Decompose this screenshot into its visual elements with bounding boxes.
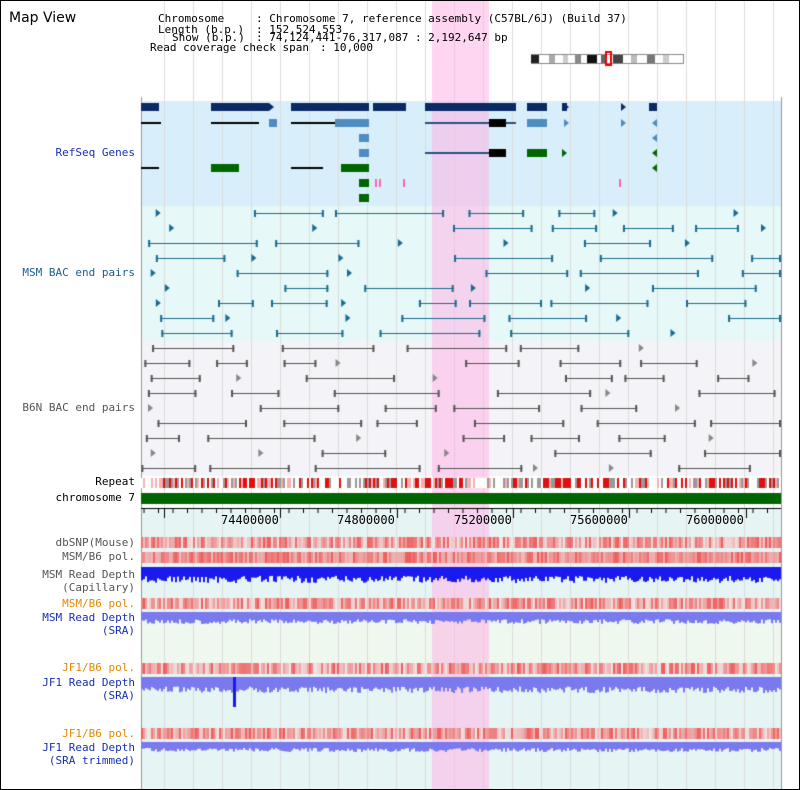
track-label-msm-b6-pol[interactable]: MSM/B6 pol. — [62, 550, 135, 563]
track-label-dbsnp[interactable]: dbSNP(Mouse) — [55, 536, 135, 549]
track-label-jf1-depth-trim-sub: (SRA trimmed) — [48, 754, 135, 767]
track-label-msm-bac[interactable]: MSM BAC end pairs — [22, 266, 135, 279]
show-value: : 74,124,441-76,317,087 : 2,192,647 bp — [256, 31, 508, 44]
track-label-jf1-depth-trim[interactable]: JF1 Read Depth — [42, 741, 135, 754]
length-value: : 152,524,553 — [256, 23, 343, 36]
track-label-jf1-b6-pol-2[interactable]: JF1/B6 pol. — [62, 727, 135, 740]
chromosome-key: Chromosome — [158, 12, 225, 25]
track-label-msm-depth-cap[interactable]: MSM Read Depth — [42, 568, 135, 581]
track-label-repeat[interactable]: Repeat — [95, 475, 135, 488]
axis-tick-label: 76000000 — [686, 513, 744, 527]
length-key: Length (b.p.) — [158, 23, 245, 36]
page-title: Map View — [9, 10, 77, 26]
track-label-msm-b6-pol-2[interactable]: MSM/B6 pol. — [62, 597, 135, 610]
track-label-b6n-bac[interactable]: B6N BAC end pairs — [22, 401, 135, 414]
axis-tick-label: 74800000 — [337, 513, 395, 527]
track-label-jf1-b6-pol[interactable]: JF1/B6 pol. — [62, 661, 135, 674]
chromosome-value: : Chromosome 7, reference assembly (C57B… — [256, 12, 627, 25]
axis-tick-label: 74400000 — [221, 513, 279, 527]
coverage-value: : 10,000 — [320, 41, 373, 54]
track-label-refseq[interactable]: RefSeq Genes — [55, 146, 135, 159]
coverage-key: Read coverage check span — [150, 41, 309, 54]
track-label-msm-depth-sra[interactable]: MSM Read Depth — [42, 611, 135, 624]
show-key: Show (b.p.) — [172, 31, 245, 44]
track-label-jf1-depth-sra[interactable]: JF1 Read Depth — [42, 676, 135, 689]
axis-tick-label: 75600000 — [570, 513, 628, 527]
track-label-chromosome[interactable]: chromosome 7 — [55, 491, 135, 504]
axis-tick-label: 75200000 — [454, 513, 512, 527]
track-label-msm-depth-sra-sub: (SRA) — [101, 624, 135, 637]
track-label-msm-depth-cap-sub: (Capillary) — [62, 581, 135, 594]
track-label-jf1-depth-sra-sub: (SRA) — [101, 689, 135, 702]
